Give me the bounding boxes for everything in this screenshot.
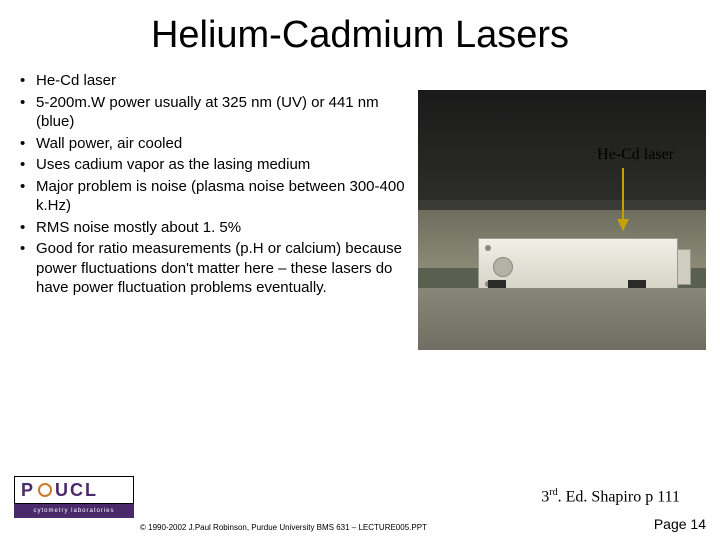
bullet-item: RMS noise mostly about 1. 5% xyxy=(14,218,409,238)
logo-circle-icon xyxy=(38,483,52,497)
bullet-column: He-Cd laser 5-200m.W power usually at 32… xyxy=(14,71,409,300)
logo-top: PUCL xyxy=(14,476,134,504)
copyright-text: © 1990-2002 J.Paul Robinson, Purdue Univ… xyxy=(140,523,427,532)
callout-arrow xyxy=(622,168,624,230)
photo-laser-body xyxy=(478,238,678,294)
slide-title: Helium-Cadmium Lasers xyxy=(0,0,720,65)
bullet-item: Uses cadium vapor as the lasing medium xyxy=(14,155,409,175)
page-number: Page 14 xyxy=(654,516,706,532)
photo-floor xyxy=(418,288,706,350)
bullet-item: Major problem is noise (plasma noise bet… xyxy=(14,177,409,216)
photo-laser-end xyxy=(677,249,691,285)
ref-rest: . Ed. Shapiro p 111 xyxy=(558,488,680,505)
photo-laser-screw xyxy=(485,245,491,251)
bullet-item: Wall power, air cooled xyxy=(14,134,409,154)
photo-laser-knob xyxy=(493,257,513,277)
bullet-item: 5-200m.W power usually at 325 nm (UV) or… xyxy=(14,93,409,132)
bullet-item: He-Cd laser xyxy=(14,71,409,91)
bullet-item: Good for ratio measurements (p.H or calc… xyxy=(14,239,409,298)
logo-letter: CL xyxy=(70,477,98,503)
photo-caption: He-Cd laser xyxy=(597,146,674,164)
logo-letter: P xyxy=(21,477,35,503)
pucl-logo: PUCL cytometry laboratories xyxy=(14,476,134,520)
photo-column: He-Cd laser xyxy=(418,90,706,350)
reference-footer: 3rd. Ed. Shapiro p 111 xyxy=(541,487,680,506)
ref-sup: rd xyxy=(549,487,557,498)
content-area: He-Cd laser 5-200m.W power usually at 32… xyxy=(0,65,720,300)
laser-photo xyxy=(418,90,706,350)
bullet-list: He-Cd laser 5-200m.W power usually at 32… xyxy=(14,71,409,298)
logo-letter: U xyxy=(55,477,70,503)
logo-subtitle: cytometry laboratories xyxy=(14,504,134,518)
